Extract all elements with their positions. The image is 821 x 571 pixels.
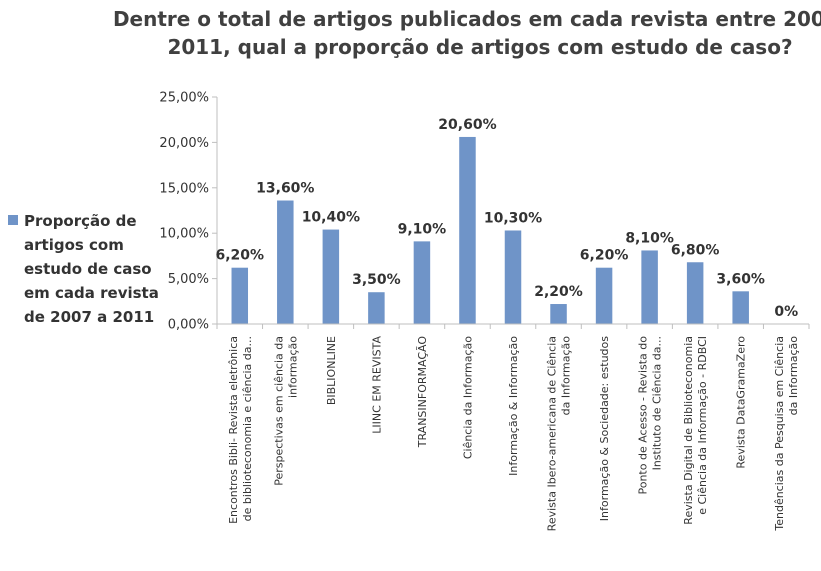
- x-tick-label: Informação & Sociedade: estudos: [598, 336, 611, 521]
- legend-entry-line: estudo de caso: [24, 260, 152, 278]
- x-tick-label-text: Ciência da Informação: [461, 336, 474, 459]
- x-tick-label-line: Encontros Bibli- Revista eletrônica: [227, 336, 240, 524]
- y-tick-label: 15,00%: [159, 181, 209, 196]
- x-tick-label-text: LIINC EM REVISTA: [370, 336, 383, 434]
- chart-title-line: Dentre o total de artigos publicados em …: [113, 7, 821, 31]
- x-tick-label: BIBLIONLINE: [325, 336, 338, 405]
- x-tick-label-text: Perspectivas em ciência dainformação: [272, 336, 299, 486]
- x-tick-label-text: Informação & Sociedade: estudos: [598, 336, 611, 521]
- x-tick-label-line: Informação & Sociedade: estudos: [598, 336, 611, 521]
- x-tick-label-line: Ponto de Acesso - Revista do: [637, 336, 650, 495]
- data-label: 0%: [774, 304, 798, 320]
- y-tick-label: 0,00%: [168, 318, 209, 333]
- legend-entry-line: de 2007 a 2011: [24, 308, 154, 326]
- x-tick-label-line: Informação & Informação: [507, 336, 520, 476]
- y-tick-label: 10,00%: [159, 227, 209, 242]
- x-tick-label: Ciência da Informação: [461, 336, 474, 459]
- x-tick-label-line: da Informação: [787, 336, 800, 416]
- x-tick-label-line: da Informação: [560, 336, 573, 416]
- legend-swatch: [8, 215, 18, 225]
- data-label: 3,50%: [352, 272, 401, 288]
- data-label: 13,60%: [256, 181, 314, 197]
- legend-entry-line: artigos com: [24, 236, 124, 254]
- data-labels: 6,20% 13,60% 10,40% 3,50% 9,10% 20,60% 10,30% 2…: [215, 117, 798, 320]
- x-tick-label-line: Revista Ibero-americana de Ciência: [546, 336, 559, 531]
- x-tick-label: LIINC EM REVISTA: [370, 336, 383, 434]
- bar: [595, 267, 613, 324]
- x-tick-label-text: Ponto de Acesso - Revista doInstituto de…: [637, 336, 664, 495]
- x-tick-label-text: Encontros Bibli- Revista eletrônicade bi…: [227, 336, 254, 524]
- x-tick-label-text: Tendências da Pesquisa em Ciênciada Info…: [773, 336, 800, 532]
- x-tick-label-line: de biblioteconomia e ciência da...: [241, 336, 254, 521]
- legend-entry-line: Proporção de: [24, 212, 137, 230]
- legend: Proporção de artigos com estudo de caso em …: [8, 212, 159, 326]
- x-tick-label: Revista DataGramaZero: [735, 336, 748, 469]
- x-tick-label-line: BIBLIONLINE: [325, 336, 338, 405]
- bar: [504, 230, 522, 324]
- x-tick-label-line: TRANSINFORMAÇÃO: [416, 336, 429, 449]
- y-axis: 0,00% 5,00% 10,00% 15,00% 20,00% 25,00%: [159, 91, 218, 333]
- x-tick-label-line: Ciência da Informação: [461, 336, 474, 459]
- x-tick-label-line: e Ciência da Informação - RDBCI: [696, 336, 709, 515]
- x-axis: Encontros Bibli- Revista eletrônicade bi…: [216, 323, 810, 532]
- x-tick-label: Tendências da Pesquisa em Ciênciada Info…: [773, 336, 800, 532]
- x-tick-label: Ponto de Acesso - Revista doInstituto de…: [637, 336, 664, 495]
- chart-title-line: 2011, qual a proporção de artigos com es…: [167, 35, 792, 59]
- x-tick-label-line: LIINC EM REVISTA: [370, 336, 383, 434]
- bar: [641, 250, 658, 324]
- bar: [368, 292, 385, 324]
- bar: [686, 262, 704, 324]
- x-tick-label-text: Revista Ibero-americana de Ciênciada Inf…: [546, 336, 573, 532]
- bar: [459, 136, 476, 324]
- x-tick-label-line: informação: [286, 336, 299, 398]
- y-tick-label: 20,00%: [159, 136, 209, 151]
- data-label: 9,10%: [398, 221, 447, 237]
- data-label: 6,80%: [671, 242, 720, 258]
- x-tick-label: Informação & Informação: [507, 336, 520, 476]
- legend-entry-line: em cada revista: [24, 284, 159, 302]
- x-tick-label-line: Perspectivas em ciência da: [272, 336, 285, 486]
- bars: [231, 136, 749, 324]
- data-label: 2,20%: [534, 284, 583, 300]
- x-tick-label-text: BIBLIONLINE: [325, 336, 338, 405]
- bar: [732, 291, 749, 324]
- data-label: 6,20%: [580, 248, 629, 264]
- x-tick-label: Revista Ibero-americana de Ciênciada Inf…: [546, 336, 573, 532]
- legend-entry-text: Proporção de artigos com estudo de caso em …: [24, 212, 159, 326]
- x-tick-label-text: Informação & Informação: [507, 336, 520, 476]
- x-tick-label: Encontros Bibli- Revista eletrônicade bi…: [227, 336, 254, 524]
- bar: [413, 241, 431, 324]
- x-tick-label-text: TRANSINFORMAÇÃO: [416, 336, 429, 449]
- bar: [277, 200, 294, 324]
- x-tick-label-line: Instituto de Ciência da...: [651, 336, 664, 470]
- bar: [231, 267, 249, 324]
- chart-title-text: Dentre o total de artigos publicados em …: [113, 7, 821, 59]
- bar: [322, 229, 340, 324]
- bar: [550, 304, 567, 324]
- x-tick-label-text: Revista Digital de Biblioteconomiae Ciên…: [682, 336, 709, 525]
- x-tick-label-line: Revista DataGramaZero: [735, 336, 748, 469]
- data-label: 20,60%: [438, 117, 496, 133]
- x-tick-label: TRANSINFORMAÇÃO: [416, 336, 429, 449]
- data-label: 6,20%: [215, 248, 264, 264]
- x-tick-label-line: Revista Digital de Biblioteconomia: [682, 336, 695, 525]
- data-label: 3,60%: [716, 271, 765, 287]
- y-tick-label: 5,00%: [168, 272, 209, 287]
- y-tick-label: 25,00%: [159, 91, 209, 106]
- x-tick-label: Perspectivas em ciência dainformação: [272, 336, 299, 486]
- data-label: 10,40%: [302, 210, 360, 226]
- x-tick-label: Revista Digital de Biblioteconomiae Ciên…: [682, 336, 709, 525]
- data-label: 10,30%: [484, 210, 542, 226]
- x-tick-label-text: Revista DataGramaZero: [735, 336, 748, 469]
- x-tick-label-line: Tendências da Pesquisa em Ciência: [773, 336, 786, 532]
- chart-title: Dentre o total de artigos publicados em …: [113, 7, 821, 59]
- data-label: 8,10%: [625, 230, 674, 246]
